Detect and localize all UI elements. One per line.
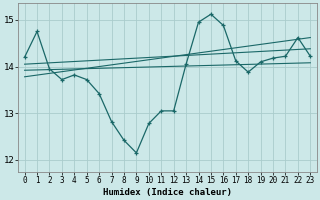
X-axis label: Humidex (Indice chaleur): Humidex (Indice chaleur) [103, 188, 232, 197]
